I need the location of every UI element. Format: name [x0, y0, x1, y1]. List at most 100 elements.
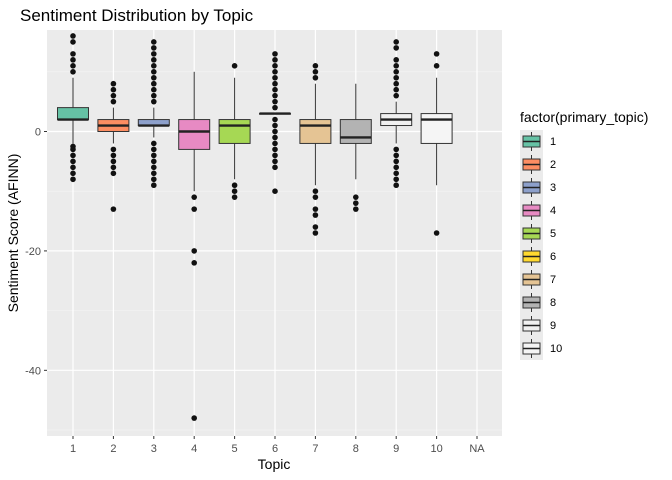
- outlier-point: [191, 260, 197, 266]
- box-10: [420, 51, 453, 236]
- box-2: [97, 80, 130, 212]
- outlier-point: [433, 230, 440, 236]
- legend-label: 9: [550, 320, 556, 332]
- outlier-point: [312, 63, 319, 69]
- outlier-point: [272, 104, 278, 111]
- outlier-point: [393, 80, 400, 87]
- x-ticks: 1 2 3 4 5 6 7 8 9 10 NA: [70, 436, 485, 455]
- x-tick-label: 4: [191, 443, 197, 455]
- outlier-point: [272, 116, 278, 123]
- legend-label: 5: [550, 228, 556, 240]
- outlier-point: [393, 86, 400, 93]
- outlier-point: [272, 92, 278, 99]
- outlier-point: [433, 51, 440, 57]
- box-9: [380, 39, 413, 189]
- legend-label: 3: [550, 182, 556, 194]
- outlier-point: [191, 194, 197, 200]
- y-ticks: -40 -20 0: [25, 127, 47, 377]
- outlier-point: [312, 188, 319, 195]
- outlier-point: [110, 80, 117, 87]
- outlier-point: [151, 86, 157, 93]
- legend-label: 4: [550, 205, 556, 217]
- legend-label: 7: [550, 274, 556, 286]
- outlier-point: [433, 63, 440, 69]
- x-tick-label: 6: [272, 443, 278, 455]
- x-tick-label: 1: [70, 443, 76, 455]
- outlier-point: [312, 74, 319, 81]
- legend-key-1: [520, 130, 543, 153]
- box-6: [259, 51, 291, 195]
- outlier-point: [272, 98, 278, 105]
- box-body: [57, 107, 89, 121]
- outlier-point: [353, 206, 359, 212]
- outlier-point: [70, 51, 76, 57]
- outlier-point: [312, 212, 319, 218]
- box-body: [339, 119, 372, 144]
- outlier-point: [151, 140, 157, 147]
- x-axis-title: Topic: [258, 456, 291, 472]
- outlier-point: [70, 39, 76, 45]
- x-tick-label: 2: [110, 443, 116, 455]
- outlier-point: [70, 33, 76, 39]
- outlier-point: [272, 57, 278, 63]
- y-tick-label: -40: [25, 365, 41, 377]
- outlier-point: [151, 51, 157, 57]
- box-7: [299, 63, 332, 236]
- boxes: [57, 33, 453, 421]
- outlier-point: [151, 152, 157, 159]
- legend-key-2: [520, 153, 543, 176]
- x-tick-label: 10: [430, 443, 442, 455]
- outlier-point: [151, 74, 157, 81]
- outlier-point: [70, 170, 76, 177]
- box-body: [178, 119, 211, 150]
- x-tick-label: 3: [151, 443, 157, 455]
- outlier-point: [151, 98, 157, 105]
- outlier-point: [393, 152, 400, 159]
- outlier-point: [70, 68, 76, 75]
- outlier-point: [191, 415, 197, 421]
- outlier-point: [393, 57, 400, 63]
- outlier-point: [151, 176, 157, 183]
- legend-label: 1: [550, 136, 556, 148]
- outlier-point: [393, 39, 400, 45]
- outlier-point: [151, 182, 157, 189]
- outlier-point: [272, 158, 278, 165]
- x-tick-label: NA: [469, 443, 485, 455]
- outlier-point: [151, 45, 157, 51]
- outlier-point: [272, 134, 278, 141]
- outlier-point: [393, 176, 400, 183]
- legend-label: 10: [550, 343, 562, 355]
- outlier-point: [151, 57, 157, 63]
- box-3: [137, 39, 170, 189]
- legend-key-5: [520, 222, 543, 245]
- outlier-point: [393, 74, 400, 81]
- outlier-point: [393, 63, 400, 69]
- outlier-point: [110, 86, 117, 93]
- outlier-point: [70, 63, 76, 69]
- x-tick-label: 8: [353, 443, 359, 455]
- outlier-point: [151, 146, 157, 153]
- x-tick-label: 7: [312, 443, 318, 455]
- chart-title: Sentiment Distribution by Topic: [20, 6, 254, 25]
- y-tick-label: -20: [25, 246, 41, 258]
- outlier-point: [312, 206, 319, 212]
- outlier-point: [231, 194, 238, 200]
- outlier-point: [272, 63, 278, 69]
- box-4: [178, 71, 211, 421]
- outlier-point: [393, 146, 400, 153]
- outlier-point: [393, 170, 400, 177]
- outlier-point: [312, 224, 319, 230]
- x-tick-label: 5: [232, 443, 238, 455]
- outlier-point: [272, 128, 278, 135]
- outlier-point: [151, 63, 157, 69]
- legend-key-6: [520, 245, 543, 268]
- box-body: [218, 119, 251, 144]
- outlier-point: [151, 164, 157, 171]
- outlier-point: [110, 158, 117, 165]
- legend-key-10: [520, 337, 543, 360]
- outlier-point: [191, 206, 197, 212]
- legend-key-7: [520, 268, 543, 291]
- outlier-point: [70, 164, 76, 171]
- outlier-point: [272, 152, 278, 159]
- outlier-point: [110, 98, 117, 105]
